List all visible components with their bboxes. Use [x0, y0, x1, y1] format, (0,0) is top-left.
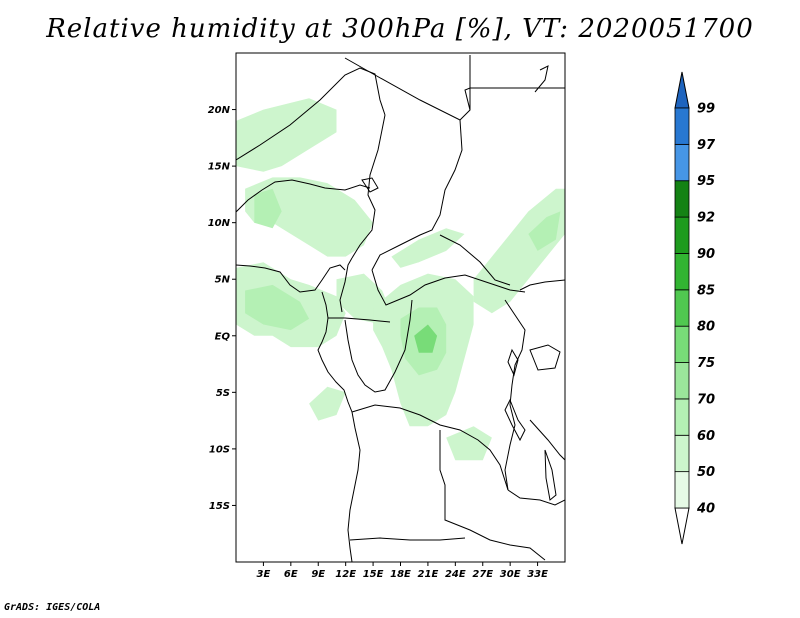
credit-label: GrADS: IGES/COLA [4, 602, 101, 613]
colorbar-top-arrow [674, 71, 690, 109]
humidity-shading [236, 98, 565, 461]
humidity-region-8 [414, 324, 438, 353]
colorbar-swatch-85 [674, 289, 690, 327]
border-chad-sudan [371, 119, 463, 271]
colorbar: 40 50 60 70 75 80 85 90 92 95 97 99 [674, 71, 716, 545]
lat-tick-label: 10S [209, 444, 230, 455]
colorbar-label: 70 [697, 392, 715, 407]
colorbar-swatch-75 [674, 362, 690, 400]
border-zambia-east [507, 489, 565, 506]
border-nigeria-cameroon [339, 257, 353, 313]
coastline-central-africa [317, 291, 361, 562]
humidity-region-4 [245, 284, 310, 331]
humidity-region-10 [473, 188, 565, 314]
lat-tick-label: 5N [215, 275, 231, 286]
colorbar-label: 80 [697, 320, 715, 335]
lat-tick-label: 10N [208, 218, 231, 229]
border-car-north [371, 269, 526, 306]
lon-tick-label: 24E [445, 569, 466, 580]
border-chad-libya [344, 55, 471, 121]
border-drc-east [504, 299, 526, 491]
colorbar-label: 99 [697, 102, 715, 117]
border-congo [344, 299, 413, 393]
coastline-west-africa [236, 264, 346, 293]
border-tanzania [529, 419, 565, 461]
colorbar-swatch-92 [674, 216, 690, 254]
border-nigeria-niger [236, 179, 371, 213]
humidity-region-1 [245, 177, 374, 257]
lat-tick-label: 15N [208, 162, 231, 173]
lat-tick-label: 20N [208, 105, 231, 116]
colorbar-label: 75 [697, 356, 715, 371]
lon-tick-label: 12E [335, 569, 356, 580]
humidity-region-9 [391, 228, 465, 268]
colorbar-bottom-arrow [674, 507, 690, 545]
colorbar-swatch-50 [674, 471, 690, 509]
lon-tick-label: 27E [472, 569, 493, 580]
lon-tick-label: 21E [418, 569, 439, 580]
lake-malawi [544, 449, 557, 501]
humidity-region-11 [528, 211, 561, 251]
lat-tick-label: EQ [215, 331, 231, 342]
coastline-red-sea [534, 65, 549, 93]
lake-chad [361, 177, 379, 193]
colorbar-swatch-60 [674, 434, 690, 473]
colorbar-label: 40 [696, 502, 715, 517]
lon-tick-label: 6E [284, 569, 298, 580]
lon-tick-label: 33E [527, 569, 548, 580]
lon-tick-label: 9E [311, 569, 325, 580]
colorbar-label: 97 [697, 138, 716, 153]
border-angola-namibia [349, 537, 466, 541]
latitude-axis: 20N 15N 10N 5N EQ 5S 10S 15S [208, 105, 236, 512]
border-sudan-east [464, 87, 565, 111]
border-sudan-southsudan [439, 234, 511, 286]
colorbar-swatch-97 [674, 143, 690, 182]
humidity-region-12 [309, 386, 346, 421]
lat-tick-label: 15S [209, 501, 230, 512]
border-niger-algeria [236, 67, 386, 161]
border-drc-south [351, 404, 509, 491]
longitude-axis: 3E 6E 9E 12E 15E 18E 21E 24E 27E 30E 33E [257, 562, 548, 580]
lon-tick-label: 30E [500, 569, 521, 580]
border-chad-west [351, 114, 386, 259]
colorbar-label: 50 [697, 465, 715, 480]
colorbar-swatch-80 [674, 325, 690, 363]
colorbar-label: 95 [697, 174, 715, 189]
humidity-region-13 [446, 426, 492, 461]
lon-tick-label: 3E [257, 569, 271, 580]
colorbar-label: 90 [697, 247, 715, 262]
colorbar-label: 60 [697, 429, 715, 444]
lake-tanganyika [504, 398, 526, 442]
lon-tick-label: 18E [390, 569, 411, 580]
lat-tick-label: 5S [216, 388, 230, 399]
lon-tick-label: 15E [363, 569, 384, 580]
border-angola-zambia [439, 430, 546, 561]
colorbar-swatch-99 [674, 107, 690, 145]
humidity-region-0 [236, 98, 337, 172]
lake-victoria [529, 344, 561, 371]
colorbar-swatch-90 [674, 253, 690, 291]
map-title: Relative humidity at 300hPa [%], VT: 202… [46, 14, 754, 44]
lake-kivu [507, 348, 519, 377]
colorbar-swatch-95 [674, 180, 690, 218]
colorbar-label: 85 [697, 283, 715, 298]
colorbar-swatch-70 [674, 398, 690, 436]
border-southsudan-ethiopia [519, 279, 565, 291]
country-boundaries [236, 55, 565, 562]
border-cameroon-gabon [328, 317, 391, 323]
colorbar-label: 92 [697, 211, 715, 226]
humidity-region-2 [254, 188, 282, 229]
